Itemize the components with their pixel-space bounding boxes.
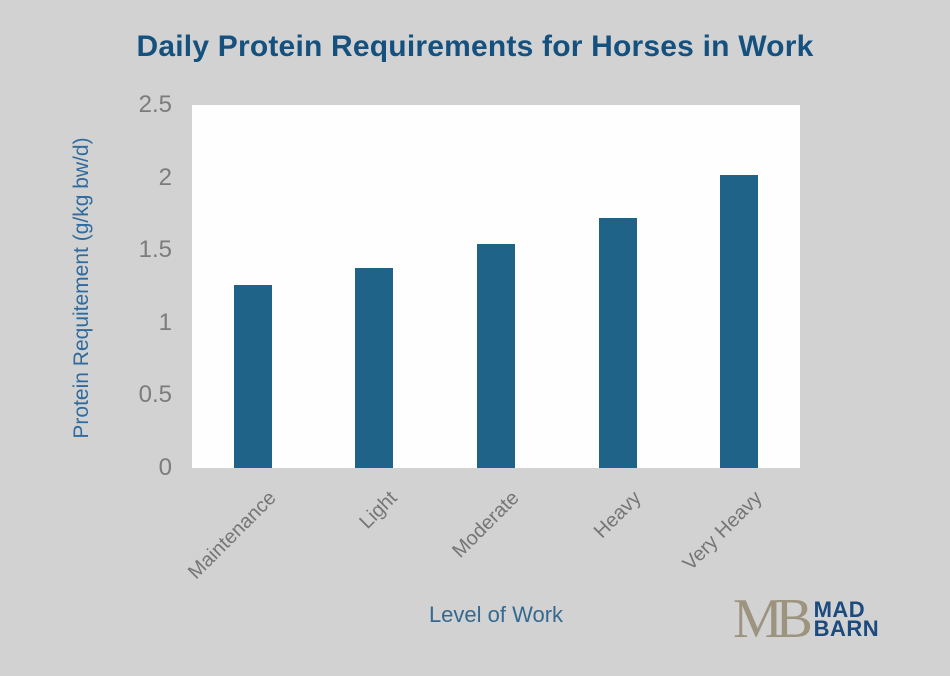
bar-heavy <box>598 218 637 468</box>
chart-title: Daily Protein Requirements for Horses in… <box>136 30 814 63</box>
x-axis-title: Level of Work <box>428 602 564 627</box>
y-tick-label: 0 <box>158 454 172 481</box>
x-tick-label: Maintenance <box>184 487 281 584</box>
y-axis-title: Protein Requitement (g/kg bw/d) <box>70 137 93 439</box>
plot-area <box>192 105 800 468</box>
logo-word-mad: MAD <box>813 597 866 622</box>
x-tick-label: Light <box>355 487 402 534</box>
y-tick-label: 2 <box>158 164 172 191</box>
bar-very-heavy <box>720 175 759 468</box>
y-tick-label: 2.5 <box>138 91 172 118</box>
y-tick-label: 1 <box>158 309 172 336</box>
madbarn-monogram: MB <box>733 588 813 650</box>
x-tick-label: Moderate <box>448 487 524 563</box>
madbarn-logo: MB MAD BARN <box>733 588 880 650</box>
logo-word-barn: BARN <box>813 616 880 641</box>
y-tick-label: 0.5 <box>138 381 172 408</box>
bar-light <box>355 268 394 468</box>
bar-moderate <box>477 244 515 468</box>
madbarn-wordmark: MAD BARN <box>813 597 880 641</box>
y-tick-label: 1.5 <box>138 236 172 263</box>
bar-maintenance <box>233 285 272 468</box>
x-tick-label: Heavy <box>589 487 646 543</box>
